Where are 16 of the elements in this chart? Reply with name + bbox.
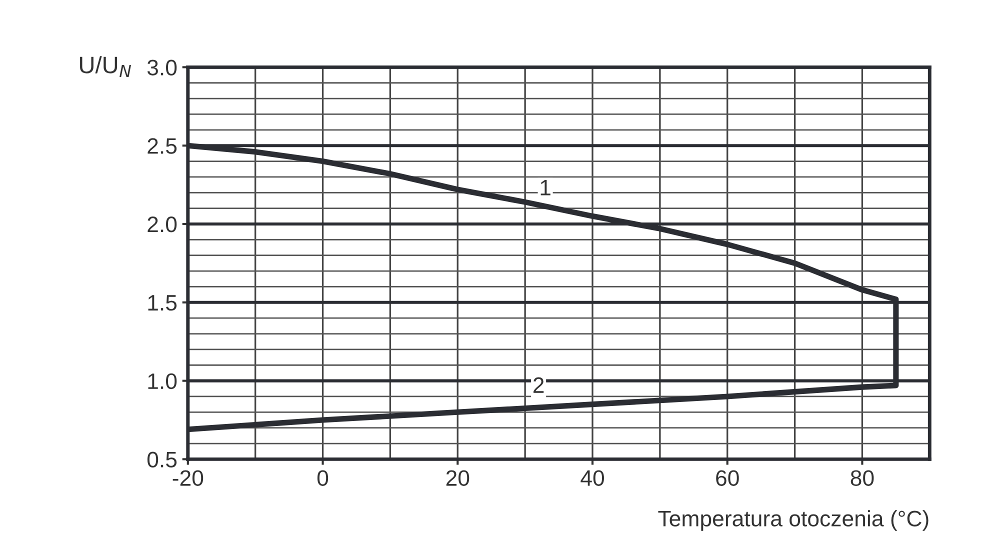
y-tick-label: 3.0 — [147, 60, 177, 76]
x-tick-label: 60 — [716, 470, 739, 486]
y-axis-title: U/U$_{N}$ — [80, 56, 132, 78]
x-tick-label: 0 — [317, 470, 328, 486]
x-tick-label: -20 — [172, 470, 204, 486]
annotation: 2 — [533, 377, 544, 393]
x-tick-label: 80 — [850, 470, 874, 486]
x-tick-label: 20 — [446, 470, 470, 486]
y-tick-label: 1.0 — [148, 373, 177, 390]
x-tick-label: 40 — [580, 470, 604, 486]
annotation: 1 — [540, 180, 550, 196]
y-tick-label: 2.0 — [148, 216, 177, 232]
y-tick-label: 0.5 — [147, 452, 177, 468]
y-tick-label: 2.5 — [148, 138, 177, 154]
y-tick-label: 1.5 — [148, 295, 177, 311]
x-axis-title: Temperatura otoczenia (°C) — [658, 510, 928, 531]
